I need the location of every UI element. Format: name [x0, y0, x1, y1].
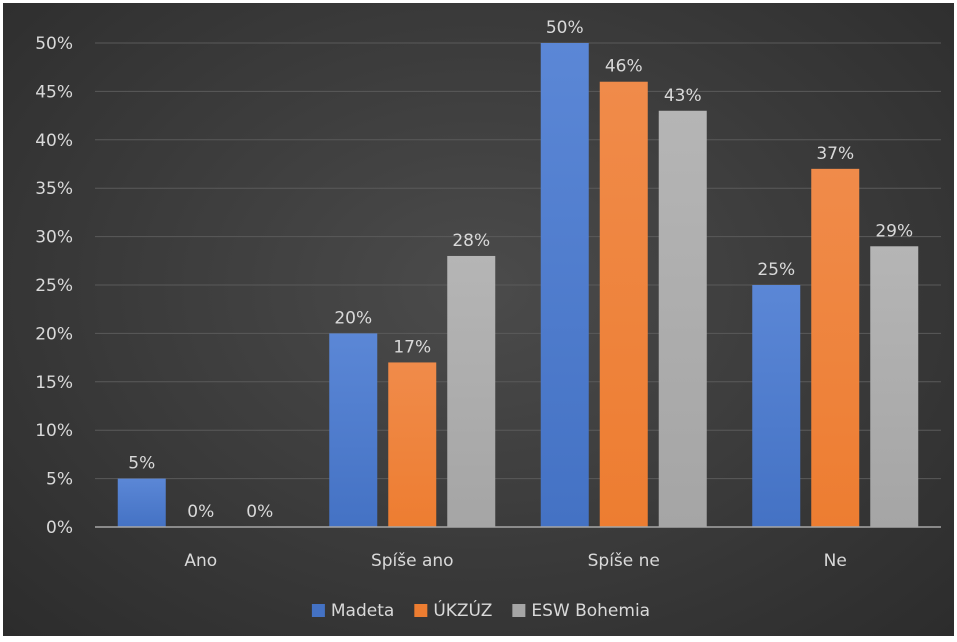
data-label: 37%: [816, 144, 854, 164]
data-label: 28%: [452, 231, 490, 251]
bar-esw-bohemia-3: [870, 246, 919, 527]
bar-chart: 0% 5% 10% 15% 20% 25% 30% 35% 40% 45% 50% 5% 0% 0% 20…: [35, 18, 941, 621]
bar-úkzúz-1: [388, 362, 437, 527]
data-labels: 5% 0% 0% 20% 17% 28% 50% 46% 43% 25% 37% 29%: [128, 18, 913, 522]
bars: [117, 43, 919, 527]
bar-madeta-0: [117, 478, 166, 527]
bar-esw-bohemia-1: [447, 255, 496, 527]
y-tick-label: 45%: [35, 82, 73, 102]
y-tick-label: 10%: [35, 421, 73, 441]
y-tick-label: 5%: [46, 470, 73, 490]
bar-úkzúz-3: [811, 168, 860, 527]
legend-label: Madeta: [331, 601, 394, 621]
data-label: 0%: [187, 502, 214, 522]
y-tick-label: 40%: [35, 131, 73, 151]
legend-swatch: [311, 604, 325, 617]
data-label: 25%: [757, 260, 795, 280]
data-label: 50%: [546, 18, 584, 38]
y-tick-label: 50%: [35, 34, 73, 54]
data-label: 29%: [875, 221, 913, 241]
bar-esw-bohemia-2: [658, 110, 707, 527]
y-tick-label: 20%: [35, 324, 73, 344]
data-label: 17%: [393, 337, 431, 357]
legend-label: ESW Bohemia: [531, 601, 650, 621]
bar-madeta-1: [329, 333, 378, 527]
gridlines: [95, 42, 941, 480]
data-label: 0%: [246, 502, 273, 522]
y-tick-label: 0%: [46, 518, 73, 538]
category-label: Ne: [824, 551, 847, 571]
category-label: Spíše ano: [371, 551, 454, 571]
data-label: 20%: [334, 308, 372, 328]
category-label: Spíše ne: [588, 551, 660, 571]
data-label: 5%: [128, 454, 155, 474]
y-tick-label: 15%: [35, 373, 73, 393]
legend-swatch: [512, 604, 526, 617]
legend: Madeta ÚKZÚZ ESW Bohemia: [311, 599, 650, 621]
category-labels: Ano Spíše ano Spíše ne Ne: [184, 551, 847, 571]
category-label: Ano: [184, 551, 217, 571]
y-axis-tick-labels: 0% 5% 10% 15% 20% 25% 30% 35% 40% 45% 50%: [35, 34, 73, 538]
bar-madeta-2: [540, 43, 589, 527]
bar-úkzúz-2: [599, 81, 648, 527]
data-label: 46%: [605, 57, 643, 77]
legend-label: ÚKZÚZ: [433, 599, 492, 621]
data-label: 43%: [664, 86, 702, 106]
y-tick-label: 35%: [35, 179, 73, 199]
y-tick-label: 30%: [35, 228, 73, 248]
legend-swatch: [414, 604, 428, 617]
y-tick-label: 25%: [35, 276, 73, 296]
bar-madeta-3: [752, 285, 801, 527]
